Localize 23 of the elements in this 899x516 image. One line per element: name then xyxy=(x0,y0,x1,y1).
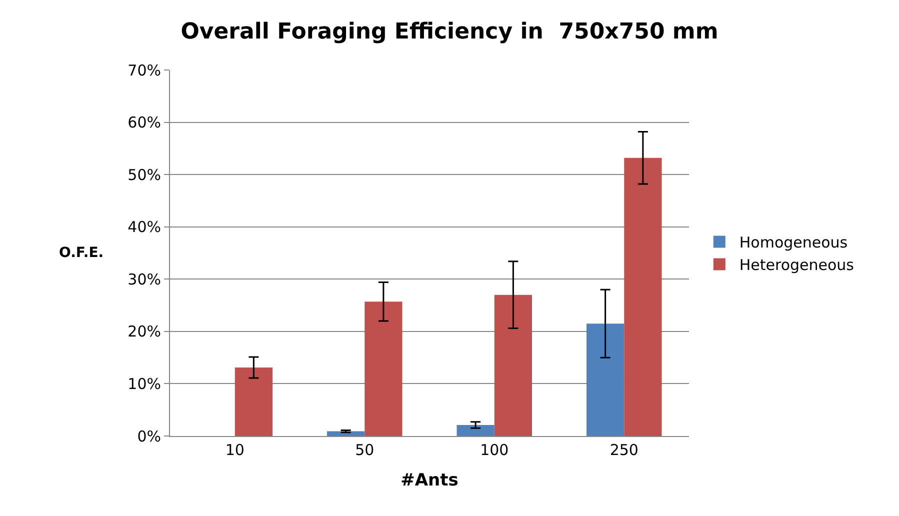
x-axis-title: #Ants xyxy=(400,470,458,490)
y-tick-label: 0% xyxy=(137,427,161,446)
bar xyxy=(494,294,532,436)
y-tick-label: 60% xyxy=(128,114,161,132)
y-tick-label: 70% xyxy=(128,61,161,80)
y-tick-label: 50% xyxy=(128,166,161,184)
chart-title: Overall Foraging Efficiency in 750x750 mm xyxy=(180,20,718,45)
bar xyxy=(624,158,662,436)
bar xyxy=(234,368,272,436)
y-tick-label: 40% xyxy=(128,218,161,236)
x-tick-label: 10 xyxy=(225,441,244,459)
x-tick-label: 250 xyxy=(610,441,638,459)
bar xyxy=(364,302,402,436)
y-tick-label: 20% xyxy=(128,322,161,341)
y-axis-title: O.F.E. xyxy=(59,245,104,261)
x-tick-label: 100 xyxy=(480,441,509,459)
bar xyxy=(456,425,494,436)
x-tick-label: 50 xyxy=(355,441,374,459)
legend-label: Homogeneous xyxy=(739,234,848,252)
y-tick-label: 10% xyxy=(128,374,161,393)
legend-label: Heterogeneous xyxy=(739,256,854,274)
bar xyxy=(586,324,624,436)
y-tick-label: 30% xyxy=(128,270,161,288)
